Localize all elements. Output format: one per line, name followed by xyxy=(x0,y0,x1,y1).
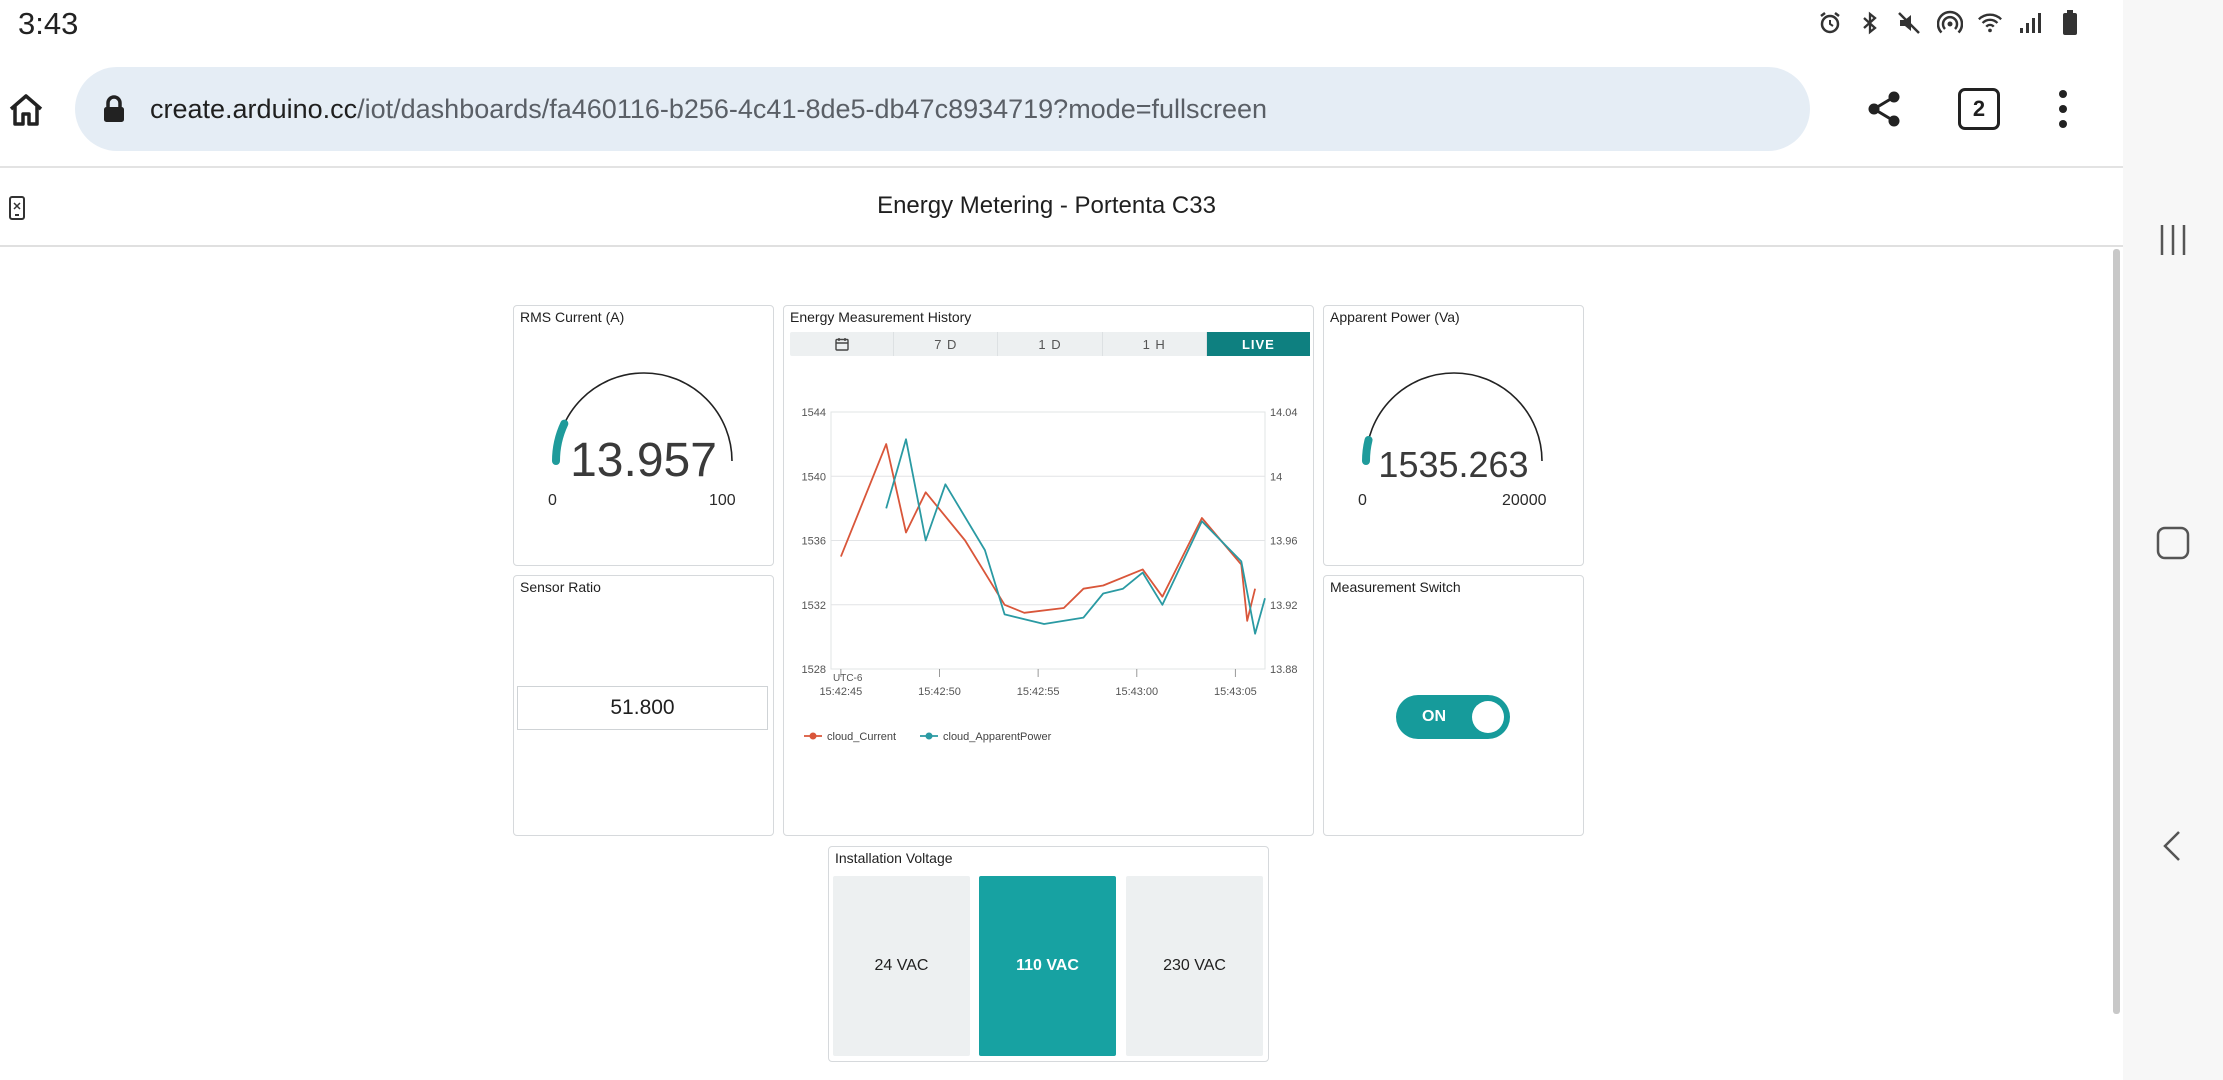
y-right-tick: 13.92 xyxy=(1270,600,1298,612)
gauge-max: 100 xyxy=(709,492,736,509)
dashboard-header: Energy Metering - Portenta C33 xyxy=(0,170,2123,247)
toggle-label: ON xyxy=(1422,708,1446,725)
x-tick-label: 15:42:55 xyxy=(1017,686,1060,698)
url-host: create.arduino.cc xyxy=(150,94,358,124)
legend-label: cloud_ApparentPower xyxy=(943,731,1052,743)
x-tick-label: 15:43:05 xyxy=(1214,686,1257,698)
recent-apps-icon xyxy=(2160,225,2186,255)
status-bar: 3:43 xyxy=(0,0,2123,50)
page-scrollbar[interactable] xyxy=(2113,249,2120,1014)
back-nav-button[interactable] xyxy=(2123,806,2223,886)
installation-voltage-widget: Installation Voltage 24 VAC 110 VAC 230 … xyxy=(828,846,1269,1062)
tab-1d[interactable]: 1 D xyxy=(998,332,1103,356)
home-nav-button[interactable] xyxy=(2123,503,2223,583)
browser-toolbar: create.arduino.cc/iot/dashboards/fa46011… xyxy=(0,50,2123,168)
system-nav-bar xyxy=(2123,0,2223,1080)
voltage-option-230[interactable]: 230 VAC xyxy=(1126,876,1263,1056)
gauge-value: 13.957 xyxy=(570,434,717,487)
mute-icon xyxy=(1897,10,1923,36)
battery-icon xyxy=(2057,10,2083,36)
voltage-option-24[interactable]: 24 VAC xyxy=(833,876,970,1056)
legend-marker xyxy=(925,732,933,740)
address-bar[interactable]: create.arduino.cc/iot/dashboards/fa46011… xyxy=(75,67,1810,151)
device-toggle-icon[interactable] xyxy=(8,196,26,220)
measurement-switch-widget: Measurement Switch ON xyxy=(1323,575,1584,836)
tab-live[interactable]: LIVE xyxy=(1206,332,1311,356)
y-left-tick: 1544 xyxy=(802,407,826,419)
toggle-knob xyxy=(1472,701,1504,733)
tab-calendar[interactable] xyxy=(790,332,895,356)
tab-1h[interactable]: 1 H xyxy=(1103,332,1207,356)
series-line-cloud_ApparentPower xyxy=(885,438,1266,635)
y-right-tick: 14 xyxy=(1270,471,1282,483)
y-left-tick: 1528 xyxy=(802,664,826,676)
legend-label: cloud_Current xyxy=(827,731,896,743)
widget-title: Energy Measurement History xyxy=(790,309,972,325)
back-icon xyxy=(2163,831,2180,861)
measurement-toggle[interactable]: ON xyxy=(1396,695,1510,739)
timezone-label: UTC-6 xyxy=(833,673,863,684)
share-icon xyxy=(1868,91,1900,127)
apparent-power-widget: Apparent Power (Va) 1535.263 0 20000 xyxy=(1323,305,1584,566)
gauge-fill xyxy=(552,419,569,465)
y-left-tick: 1536 xyxy=(802,536,826,548)
url-path: /iot/dashboards/fa460116-b256-4c41-8de5-… xyxy=(357,94,1268,124)
rms-current-widget: RMS Current (A) 13.957 0 100 xyxy=(513,305,774,566)
share-button[interactable] xyxy=(1863,88,1905,130)
gauge-min: 0 xyxy=(548,492,557,509)
gauge-max: 20000 xyxy=(1502,492,1547,509)
series-line-cloud_Current xyxy=(840,443,1256,622)
gauge-track xyxy=(1365,372,1543,462)
x-tick-label: 15:42:50 xyxy=(918,686,961,698)
wifi-icon xyxy=(1977,10,2003,36)
rms-current-gauge xyxy=(552,372,733,465)
gauge-fill xyxy=(1362,435,1373,465)
home-nav-icon xyxy=(2156,526,2190,560)
energy-history-widget: Energy Measurement History 7 D 1 D 1 H L… xyxy=(783,305,1314,836)
calendar-icon xyxy=(834,338,849,351)
more-menu-button[interactable] xyxy=(2048,86,2078,132)
range-tabs: 7 D 1 D 1 H LIVE xyxy=(790,332,1311,356)
widget-title: Apparent Power (Va) xyxy=(1330,309,1460,325)
y-right-tick: 14.04 xyxy=(1270,407,1298,419)
home-icon xyxy=(9,94,43,126)
recent-apps-button[interactable] xyxy=(2123,200,2223,280)
y-left-tick: 1540 xyxy=(802,471,826,483)
menu-dot xyxy=(2059,120,2067,128)
alarm-icon xyxy=(1817,10,1843,36)
y-right-tick: 13.96 xyxy=(1270,536,1298,548)
gauge-min: 0 xyxy=(1358,492,1367,509)
sensor-ratio-widget: Sensor Ratio 51.800 xyxy=(513,575,774,836)
hotspot-icon xyxy=(1937,10,1963,36)
status-icons xyxy=(1817,10,2083,36)
legend-marker xyxy=(809,732,817,740)
x-tick-label: 15:42:45 xyxy=(819,686,862,698)
widget-title: Sensor Ratio xyxy=(520,579,601,595)
apparent-power-gauge xyxy=(1362,372,1543,465)
menu-dot xyxy=(2059,90,2067,98)
menu-dot xyxy=(2059,105,2067,113)
tabs-button[interactable]: 2 xyxy=(1958,88,2000,130)
dashboard-title: Energy Metering - Portenta C33 xyxy=(877,192,1216,219)
url-text: create.arduino.cc/iot/dashboards/fa46011… xyxy=(150,67,1267,151)
tab-7d[interactable]: 7 D xyxy=(894,332,999,356)
widget-title: RMS Current (A) xyxy=(520,309,625,325)
status-time: 3:43 xyxy=(18,6,79,41)
bluetooth-icon xyxy=(1857,10,1883,36)
gauge-value: 1535.263 xyxy=(1378,444,1529,485)
y-right-tick: 13.88 xyxy=(1270,664,1298,676)
y-left-tick: 1532 xyxy=(802,600,826,612)
x-tick-label: 15:43:00 xyxy=(1115,686,1158,698)
home-button[interactable] xyxy=(4,88,48,132)
energy-history-chart: 1544 1540 1536 1532 1528 14.04 14 13.96 13.92 13.… xyxy=(802,407,1298,743)
dashboard-content: RMS Current (A) 13.957 0 100 Sensor Rati… xyxy=(0,249,2123,1080)
widget-title: Measurement Switch xyxy=(1330,579,1461,595)
signal-icon xyxy=(2017,10,2043,36)
lock-icon xyxy=(104,95,124,122)
voltage-option-110[interactable]: 110 VAC xyxy=(979,876,1116,1056)
sensor-ratio-value: 51.800 xyxy=(517,686,768,730)
widget-title: Installation Voltage xyxy=(835,850,953,866)
